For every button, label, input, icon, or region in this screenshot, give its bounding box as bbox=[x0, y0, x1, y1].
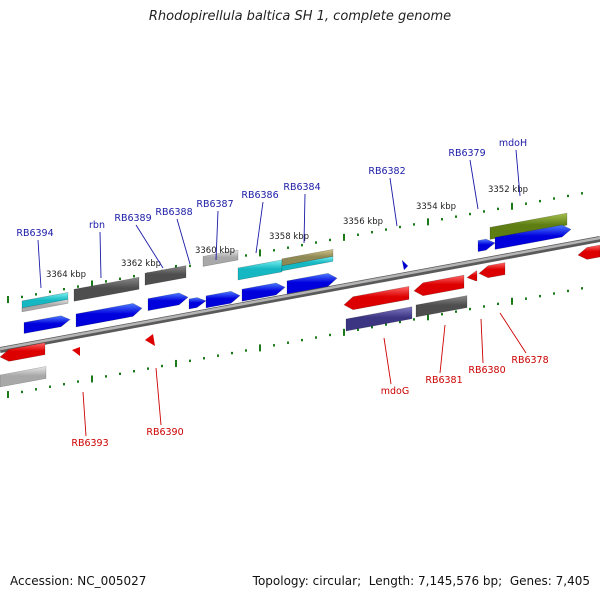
genes-value: 7,405 bbox=[555, 574, 590, 588]
scale-label: 3354 kbp bbox=[416, 202, 456, 212]
scale-label: 3358 kbp bbox=[269, 232, 309, 242]
forward-cds-arrow bbox=[147, 292, 189, 311]
reverse-cds-arrow bbox=[577, 244, 600, 260]
gene-leader-line bbox=[255, 201, 264, 254]
scale-label: 3364 kbp bbox=[46, 270, 86, 280]
scale-label: 3360 kbp bbox=[195, 246, 235, 256]
gene-leader-line bbox=[303, 193, 306, 244]
feature-bar bbox=[281, 256, 334, 272]
accession-value: NC_005027 bbox=[77, 574, 147, 588]
forward-cds-arrow bbox=[23, 315, 71, 334]
scale-label: 3356 kbp bbox=[343, 217, 383, 227]
forward-gene-label: RB6384 bbox=[283, 182, 320, 193]
gene-leader-line bbox=[155, 367, 162, 426]
feature-bar bbox=[73, 276, 140, 302]
forward-gene-label: RB6379 bbox=[448, 148, 485, 159]
reverse-gene-label: RB6381 bbox=[425, 375, 462, 386]
reverse-cds-arrow bbox=[478, 262, 506, 279]
feature-bar bbox=[0, 366, 47, 388]
feature-bar bbox=[489, 212, 568, 240]
forward-gene-label: rbn bbox=[89, 220, 105, 231]
reverse-marker bbox=[145, 334, 155, 346]
forward-gene-label: RB6382 bbox=[368, 166, 405, 177]
feature-bar bbox=[202, 249, 239, 267]
forward-gene-label: RB6388 bbox=[155, 207, 192, 218]
feature-bar bbox=[345, 306, 413, 332]
reverse-gene-label: RB6380 bbox=[468, 365, 505, 376]
gene-leader-line bbox=[499, 312, 527, 354]
length-label: Length: bbox=[368, 574, 415, 588]
gene-leader-line bbox=[439, 324, 446, 374]
gene-leader-line bbox=[82, 391, 87, 437]
reverse-gene-label: RB6378 bbox=[511, 355, 548, 366]
length-value: 7,145,576 bp bbox=[418, 574, 499, 588]
forward-gene-label: RB6386 bbox=[241, 190, 278, 201]
accession-label: Accession: bbox=[10, 574, 74, 588]
gene-leader-line bbox=[99, 231, 102, 279]
accession-info: Accession: NC_005027 bbox=[10, 574, 146, 588]
map-title: Rhodopirellula baltica SH 1, complete ge… bbox=[148, 9, 452, 24]
forward-cds-arrow bbox=[286, 273, 338, 295]
forward-gene-label: RB6387 bbox=[196, 199, 233, 210]
forward-cds-arrow bbox=[205, 290, 241, 309]
feature-bar bbox=[21, 299, 69, 313]
topology-label: Topology: bbox=[252, 574, 309, 588]
feature-bar bbox=[144, 265, 187, 286]
gene-leader-line bbox=[383, 337, 392, 385]
reverse-cds-arrow bbox=[413, 274, 465, 297]
forward-gene-label: RB6389 bbox=[114, 213, 151, 224]
gene-leader-line bbox=[37, 239, 42, 289]
reverse-gene-label: RB6390 bbox=[146, 427, 183, 438]
scale-label: 3352 kbp bbox=[488, 185, 528, 195]
gene-leader-line bbox=[480, 318, 484, 364]
gene-leader-line bbox=[469, 159, 479, 210]
forward-cds-arrow bbox=[188, 297, 207, 310]
scale-label: 3362 kbp bbox=[121, 259, 161, 269]
gene-leader-line bbox=[135, 224, 164, 269]
gene-leader-line bbox=[515, 149, 521, 197]
feature-bar bbox=[237, 259, 283, 281]
forward-cds-arrow bbox=[477, 238, 496, 252]
gene-leader-line bbox=[176, 218, 191, 265]
gene-leader-line bbox=[215, 210, 219, 261]
reverse-cds-arrow bbox=[0, 342, 46, 362]
reverse-cds-arrow bbox=[343, 285, 410, 311]
forward-cds-arrow bbox=[494, 224, 572, 250]
reverse-cds-arrow bbox=[466, 270, 478, 282]
forward-gene-label: RB6394 bbox=[16, 228, 53, 239]
forward-cds-arrow bbox=[241, 282, 286, 302]
genes-label: Genes: bbox=[509, 574, 552, 588]
reverse-gene-label: RB6393 bbox=[71, 438, 108, 449]
reverse-marker bbox=[72, 347, 80, 356]
genome-backbone bbox=[0, 236, 600, 351]
forward-cds-arrow bbox=[75, 303, 143, 328]
topology-value: circular bbox=[312, 574, 358, 588]
forward-gene-label: mdoH bbox=[499, 138, 527, 149]
reverse-gene-label: mdoG bbox=[381, 386, 409, 397]
gene-leader-line bbox=[389, 177, 398, 227]
forward-marker bbox=[402, 260, 408, 270]
genome-summary: Topology: circular; Length: 7,145,576 bp… bbox=[252, 574, 590, 588]
feature-bar bbox=[415, 295, 468, 318]
